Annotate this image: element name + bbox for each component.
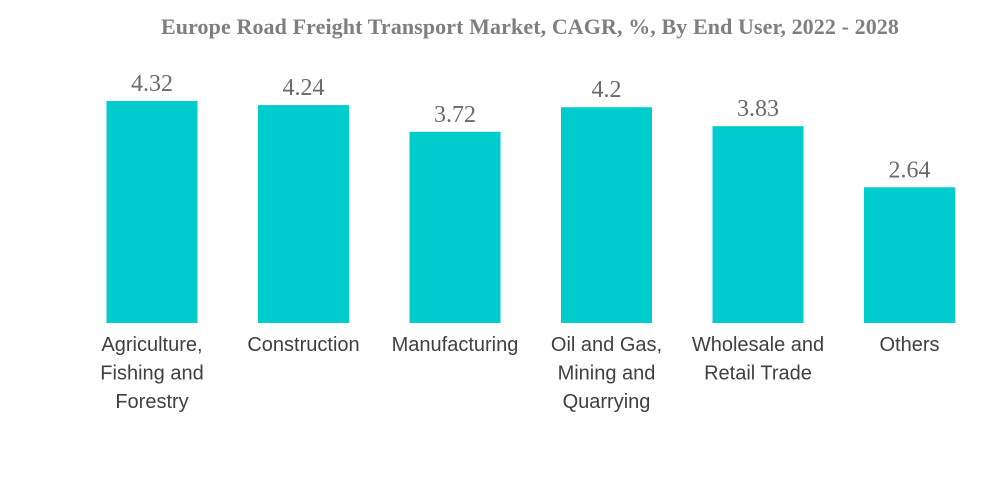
bar xyxy=(409,131,501,323)
chart-title: Europe Road Freight Transport Market, CA… xyxy=(160,14,899,39)
bar-value-label: 2.64 xyxy=(889,157,931,183)
bar-value-label: 4.24 xyxy=(283,75,325,101)
value-labels-group: 4.32 4.24 3.72 4.2 3.83 2.64 xyxy=(131,71,931,183)
category-label: Oil and Gas, Mining and Quarrying xyxy=(551,334,662,413)
bar xyxy=(106,101,198,323)
bar xyxy=(561,107,652,323)
bars-group xyxy=(106,101,955,323)
bar xyxy=(864,187,955,323)
bar xyxy=(258,105,349,323)
bar-value-label: 4.2 xyxy=(592,77,622,103)
category-label: Others xyxy=(879,334,939,356)
bar-value-label: 3.72 xyxy=(434,102,476,128)
category-label: Wholesale and Retail Trade xyxy=(692,334,824,385)
category-label: Agriculture, Fishing and Forestry xyxy=(100,334,203,413)
bar xyxy=(712,126,804,323)
bar-value-label: 4.32 xyxy=(131,71,173,97)
bar-value-label: 3.83 xyxy=(737,96,779,122)
category-labels-group: Agriculture, Fishing and Forestry Construct… xyxy=(100,334,939,413)
category-label: Construction xyxy=(247,334,359,356)
category-label: Manufacturing xyxy=(392,334,519,356)
